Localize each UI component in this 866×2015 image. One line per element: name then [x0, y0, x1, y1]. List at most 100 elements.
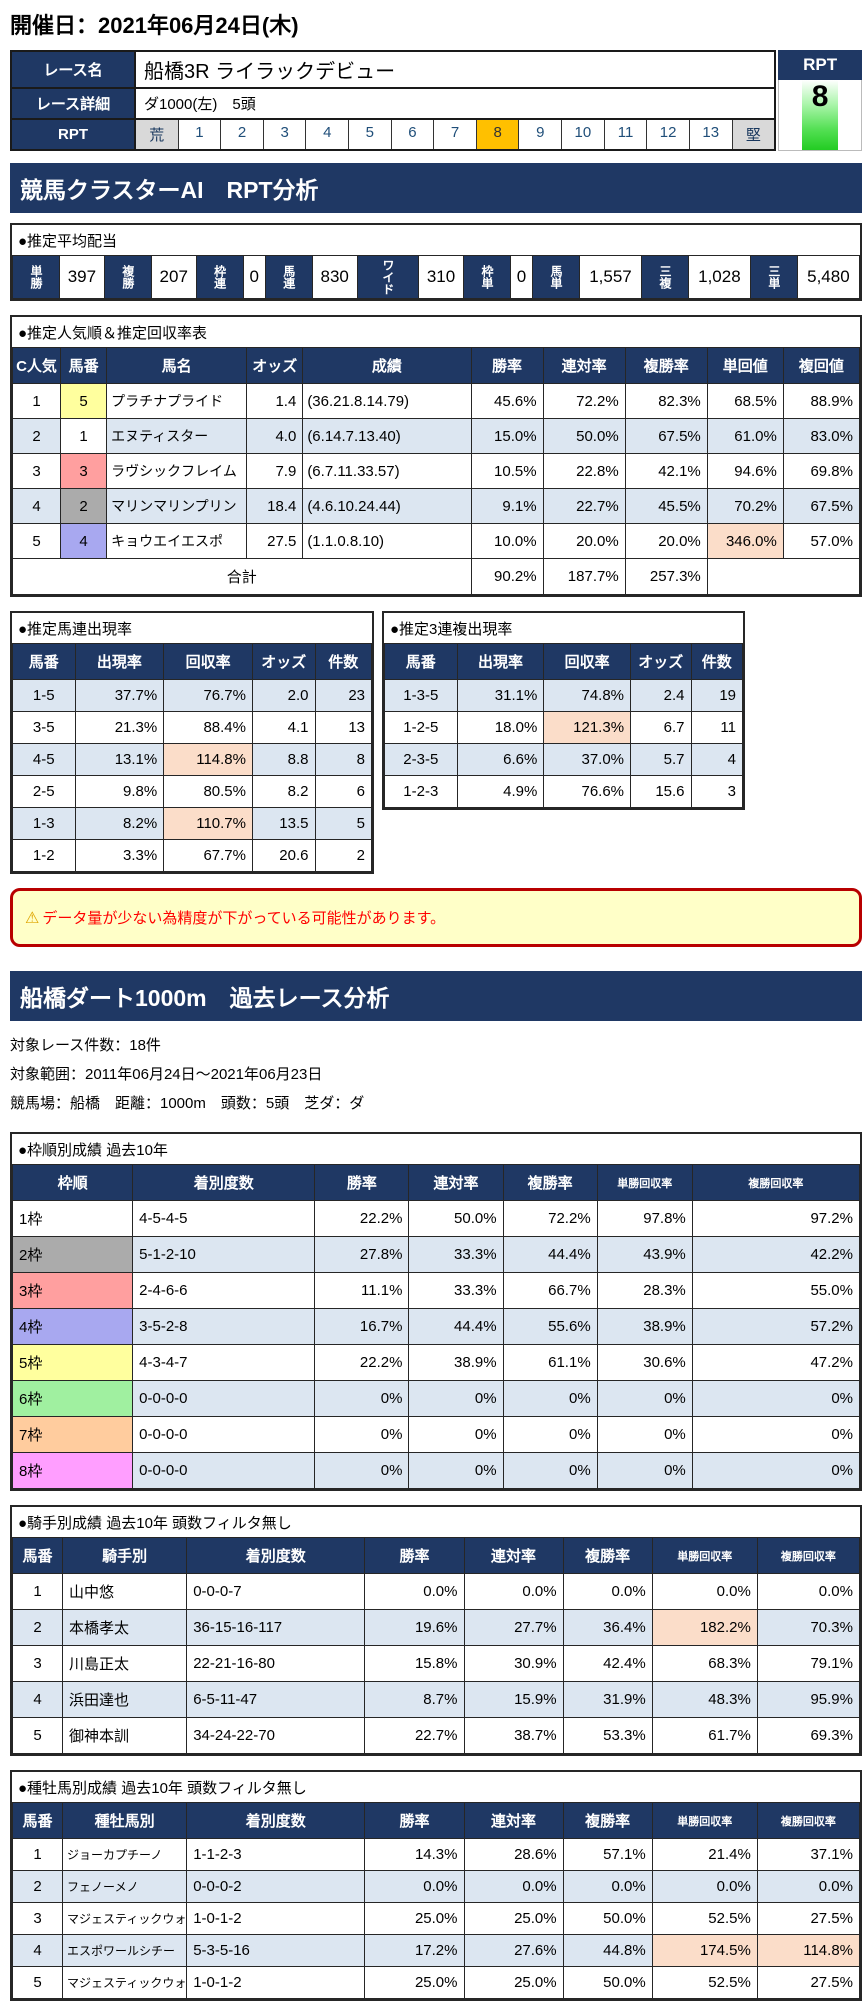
rpt-scale: 荒 1 2 3 4 5 6 7 8 9 10 11 12 13 堅 [133, 118, 777, 151]
c-win-roi: 0.0% [651, 1573, 758, 1610]
c-rate: 8.2% [74, 807, 165, 840]
c-waku: 4枠 [11, 1308, 134, 1345]
c-show: 0% [502, 1416, 598, 1453]
c-win: 19.6% [364, 1609, 465, 1646]
col-header-show-roi: 複勝回収率 [756, 1537, 861, 1574]
c-show: 50.0% [562, 1966, 653, 1999]
payout-label-umaren: 馬連 [264, 255, 313, 299]
c-win-roi: 30.6% [596, 1344, 693, 1381]
c-win-roi: 43.9% [596, 1236, 693, 1273]
c-win-roi: 94.6% [706, 453, 784, 489]
table-row: 2-3-5 6.6% 37.0% 5.7 4 [384, 743, 744, 776]
table-row: 4 浜田達也 6-5-11-47 8.7% 15.9% 31.9% 48.3% … [11, 1681, 861, 1718]
c-win: 14.3% [364, 1838, 465, 1871]
c-win: 0% [314, 1380, 410, 1417]
c-show-roi: 27.5% [756, 1902, 861, 1935]
rpt-scale-cell-12: 12 [646, 120, 689, 149]
c-record: (6.7.11.33.57) [302, 453, 472, 489]
total-label: 合計 [12, 558, 472, 595]
col-header-show-roi: 複勝回収率 [691, 1164, 861, 1201]
c-show-roi: 79.1% [756, 1645, 861, 1682]
table-row: 2-5 9.8% 80.5% 8.2 6 [12, 775, 372, 808]
c-show: 0% [502, 1380, 598, 1417]
payout-label-tansho: 単勝 [12, 255, 60, 299]
c-quinella: 0% [408, 1380, 504, 1417]
sire-results-title: ●種牡馬別成績 過去10年 頭数フィルタ無し [18, 1780, 307, 1797]
c-show-roi: 67.5% [782, 488, 861, 524]
c-count: 6 [314, 775, 372, 808]
c-rank: 4 [11, 488, 62, 524]
table-row: 4 エスポワールシチー 5-3-5-16 17.2% 27.6% 44.8% 1… [11, 1934, 861, 1967]
c-jockey-name: 浜田達也 [62, 1681, 188, 1718]
table-row: 2枠 5-1-2-10 27.8% 33.3% 44.4% 43.9% 42.2… [11, 1236, 861, 1273]
col-header-jockey: 騎手別 [62, 1537, 188, 1574]
rpt-scale-strip: 荒 1 2 3 4 5 6 7 8 9 10 11 12 13 堅 [136, 120, 775, 149]
c-waku: 2枠 [11, 1236, 134, 1273]
c-win: 45.6% [470, 383, 544, 419]
warning-text: データ量が少ない為精度が下がっている可能性があります。 [42, 910, 446, 927]
c-quinella: 33.3% [408, 1272, 504, 1309]
c-rate: 4.9% [456, 775, 545, 808]
c-quinella: 27.7% [463, 1609, 564, 1646]
umaren-box: ●推定馬連出現率 馬番 出現率 回収率 オッズ 件数 1-5 37.7% 76.… [10, 611, 374, 874]
c-show: 55.6% [502, 1308, 598, 1345]
c-win: 10.5% [470, 453, 544, 489]
rpt-scale-cell-9: 9 [518, 120, 562, 149]
sire-results-table: 馬番 種牡馬別 着別度数 勝率 連対率 複勝率 単勝回収率 複勝回収率 1 ジョ… [11, 1802, 861, 1999]
payout-value-tansho: 397 [58, 255, 105, 299]
c-win-roi: 0% [596, 1380, 693, 1417]
rpt-scale-cell-5: 5 [348, 120, 391, 149]
pair-tables: ●推定馬連出現率 馬番 出現率 回収率 オッズ 件数 1-5 37.7% 76.… [10, 611, 862, 874]
c-quinella: 20.0% [542, 523, 626, 559]
c-roi: 67.7% [163, 839, 253, 872]
payout-label-wakuren: 枠連 [195, 255, 244, 299]
col-header-show: 複勝率 [562, 1802, 653, 1839]
rpt-scale-label: RPT [10, 118, 136, 151]
c-num: 3 [11, 1645, 64, 1682]
c-rate: 21.3% [74, 711, 165, 744]
c-pair: 4-5 [12, 743, 76, 776]
table-row: 1 5 プラチナプライド 1.4 (36.21.8.14.79) 45.6% 7… [11, 383, 861, 419]
c-win: 0% [314, 1452, 410, 1489]
payout-row: 単勝 397 複勝 207 枠連 0 馬連 830 ワイド 310 枠単 0 馬… [12, 255, 861, 299]
c-show-roi: 0% [691, 1416, 861, 1453]
c-win: 0% [314, 1416, 410, 1453]
warning-icon: ⚠ [25, 910, 40, 927]
c-win-roi: 52.5% [651, 1902, 758, 1935]
rpt-scale-cell-13: 13 [688, 120, 732, 149]
c-waku: 8枠 [11, 1452, 134, 1489]
table-row: 3 3 ラヴシックフレイム 7.9 (6.7.11.33.57) 10.5% 2… [11, 453, 861, 489]
c-pair: 1-5 [12, 679, 76, 712]
c-win: 10.0% [470, 523, 544, 559]
rpt-scale-cell-3: 3 [262, 120, 306, 149]
c-record: (36.21.8.14.79) [302, 383, 472, 419]
table-row: 5 御神本訓 34-24-22-70 22.7% 38.7% 53.3% 61.… [11, 1717, 861, 1754]
c-quinella: 38.7% [463, 1717, 564, 1754]
c-win-roi: 28.3% [596, 1272, 693, 1309]
c-rate: 3.3% [74, 839, 165, 872]
umaren-table: 馬番 出現率 回収率 オッズ 件数 1-5 37.7% 76.7% 2.0 23… [12, 643, 372, 872]
analysis-info: 対象レース件数：18件 対象範囲：2011年06月24日～2021年06月23日… [10, 1031, 866, 1118]
payout-value-umaren: 830 [311, 255, 358, 299]
table-row: 1-3-5 31.1% 74.8% 2.4 19 [384, 679, 744, 712]
c-rate: 9.8% [74, 775, 165, 808]
total-show: 257.3% [624, 558, 708, 595]
c-record: 0-0-0-0 [132, 1380, 316, 1417]
c-jockey-name: 山中悠 [62, 1573, 188, 1610]
col-header-odds: オッズ [630, 643, 692, 680]
c-count: 5 [314, 807, 372, 840]
c-horse-name: エヌティスター [106, 418, 248, 454]
waku-results-title: ●枠順別成績 過去10年 [18, 1142, 168, 1159]
c-show: 82.3% [624, 383, 708, 419]
c-show-roi: 69.3% [756, 1717, 861, 1754]
col-header-record: 着別度数 [186, 1537, 366, 1574]
c-odds: 15.6 [630, 775, 692, 808]
c-jockey-name: 川島正太 [62, 1645, 188, 1682]
race-info: レース名 船橋3R ライラックデビュー レース詳細 ダ1000(左) 5頭 RP… [10, 50, 862, 151]
c-win: 22.2% [314, 1344, 410, 1381]
c-quinella: 33.3% [408, 1236, 504, 1273]
c-win: 25.0% [364, 1902, 465, 1935]
section-title-rpt-analysis: 競馬クラスターAI RPT分析 [10, 163, 862, 213]
c-show: 61.1% [502, 1344, 598, 1381]
c-roi: 76.7% [163, 679, 253, 712]
